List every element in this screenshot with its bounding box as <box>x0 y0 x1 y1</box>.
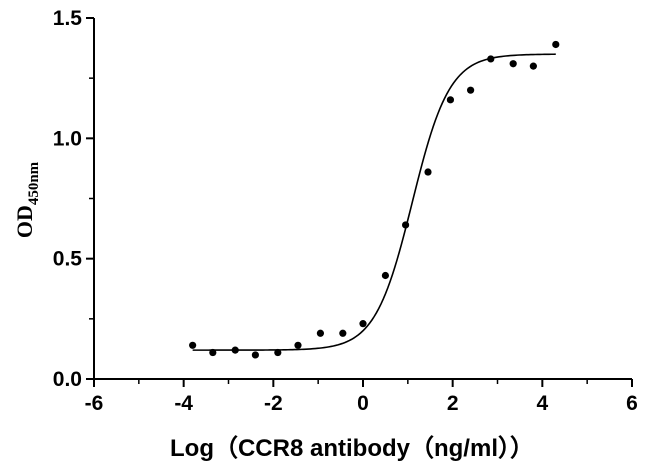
data-point <box>359 320 367 328</box>
tick-labels: 0.0 0.5 1.0 1.5 -6 -4 -2 0 2 4 6 <box>53 7 638 415</box>
data-point <box>424 168 432 176</box>
x-tick-label: 4 <box>536 392 548 415</box>
axes <box>86 17 633 387</box>
y-axis-title-main: OD <box>12 205 37 238</box>
y-axis-title-sub: 450nm <box>26 161 42 205</box>
data-point <box>339 329 347 337</box>
x-tick-label: 0 <box>357 392 369 415</box>
data-point <box>251 351 259 359</box>
data-point <box>467 86 475 94</box>
data-point <box>552 40 560 49</box>
data-point <box>446 96 455 104</box>
x-tick-label: -2 <box>264 392 283 415</box>
data-point <box>509 60 517 68</box>
data-point <box>274 348 282 357</box>
y-tick-label: 0.5 <box>53 248 83 271</box>
data-points <box>189 40 560 359</box>
y-tick-label: 1.0 <box>53 127 82 150</box>
data-point <box>209 348 217 357</box>
data-point <box>189 341 197 349</box>
fit-curve <box>192 53 556 351</box>
data-point <box>381 271 390 280</box>
data-point <box>316 329 325 337</box>
x-tick-label: 2 <box>447 392 459 415</box>
data-point <box>487 55 495 63</box>
data-point <box>294 341 302 349</box>
data-point <box>529 62 537 70</box>
y-tick-label: 0.0 <box>53 368 82 391</box>
x-tick-label: -4 <box>174 392 193 415</box>
y-axis-title: OD450nm <box>12 161 42 238</box>
data-point <box>231 346 239 354</box>
x-axis-title: Log（CCR8 antibody（ng/ml）） <box>170 435 534 462</box>
data-point <box>401 221 410 229</box>
x-tick-label: 6 <box>626 392 638 415</box>
x-tick-label: -6 <box>85 392 104 415</box>
y-tick-label: 1.5 <box>53 7 83 30</box>
